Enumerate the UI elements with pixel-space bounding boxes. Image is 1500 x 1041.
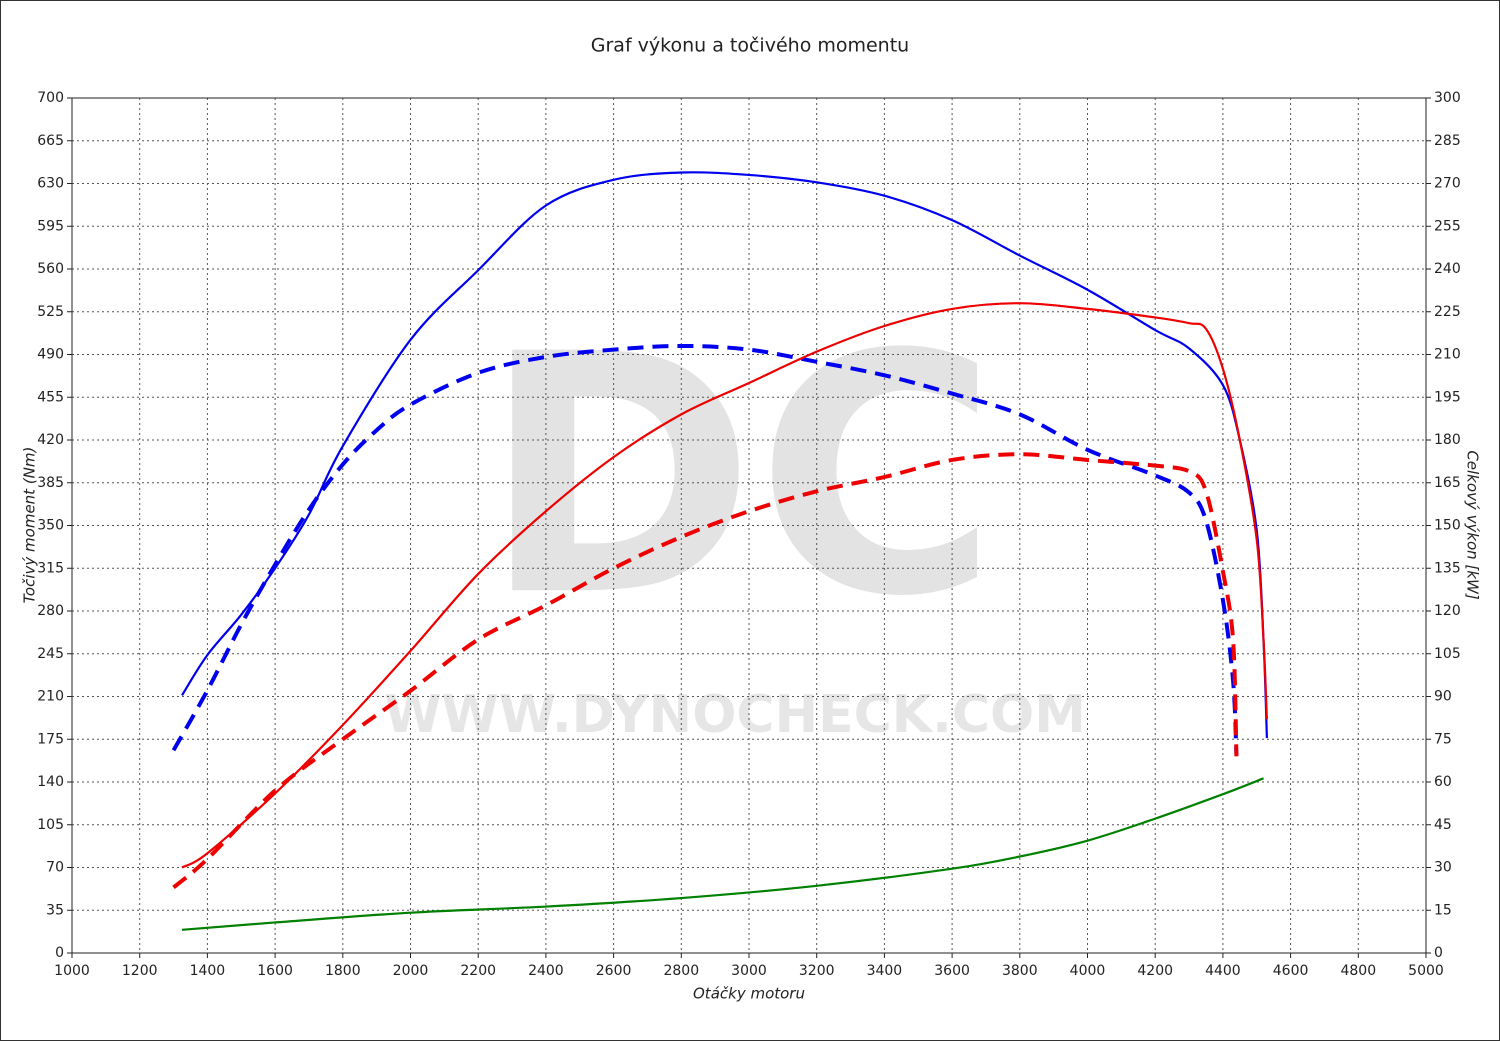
y-tick-label: 175 [37,731,64,747]
x-axis-label: Otáčky motoru [693,985,805,1003]
y2-tick-label: 15 [1434,902,1452,918]
y-tick-label: 350 [37,518,64,534]
x-tick-label: 4400 [1205,963,1241,979]
y2-tick-label: 180 [1434,432,1461,448]
x-tick-label: 1800 [325,963,361,979]
y-tick-label: 700 [37,90,64,106]
y-tick-label: 420 [37,432,64,448]
y-tick-label: 665 [37,133,64,149]
series-line [181,302,1269,869]
watermark-logo: DC [482,284,998,668]
y2-tick-label: 165 [1434,475,1461,491]
series-line [181,777,1264,931]
y-tick-label: 140 [37,774,64,790]
x-tick-label: 3800 [1002,963,1038,979]
y-tick-label: 560 [37,261,64,277]
y-tick-label: 105 [37,817,64,833]
x-tick-label: 2400 [528,963,564,979]
y-tick-label: 455 [37,389,64,405]
series-line [172,452,1239,889]
watermark-url: WWW.DYNOCHECK.COM [384,685,1086,745]
x-tick-label: 1000 [54,963,90,979]
y2-tick-label: 45 [1434,817,1452,833]
x-tick-label: 1200 [122,963,158,979]
x-tick-label: 4600 [1273,963,1309,979]
y2-tick-label: 0 [1434,945,1443,961]
y2-tick-label: 30 [1434,860,1452,876]
y2-tick-label: 240 [1434,261,1461,277]
plot-border [71,97,1427,954]
x-tick-label: 2200 [460,963,496,979]
y-tick-label: 630 [37,176,64,192]
x-tick-label: 1600 [257,963,293,979]
y2-tick-label: 150 [1434,518,1461,534]
x-tick-label: 1400 [190,963,226,979]
y-tick-label: 315 [37,560,64,576]
x-tick-label: 3600 [934,963,970,979]
y-tick-label: 0 [55,945,64,961]
y2-tick-label: 225 [1434,304,1461,320]
y2-tick-label: 210 [1434,347,1461,363]
x-tick-label: 4800 [1340,963,1376,979]
y2-axis-label: Celkový výkon [kW] [1464,450,1482,600]
y2-tick-label: 195 [1434,389,1461,405]
x-tick-label: 2800 [663,963,699,979]
x-tick-label: 3000 [731,963,767,979]
y-tick-label: 280 [37,603,64,619]
y-tick-label: 70 [46,860,64,876]
y2-tick-label: 75 [1434,731,1452,747]
x-tick-label: 3400 [867,963,903,979]
y-tick-label: 210 [37,689,64,705]
y-tick-label: 385 [37,475,64,491]
y2-tick-label: 270 [1434,176,1461,192]
y2-tick-label: 60 [1434,774,1452,790]
y-axis-label: Točivý moment (Nm) [21,447,39,604]
x-tick-label: 3200 [799,963,835,979]
x-tick-label: 2000 [393,963,429,979]
y2-tick-label: 90 [1434,689,1452,705]
y-tick-label: 35 [46,902,64,918]
x-tick-label: 4200 [1137,963,1173,979]
y2-tick-label: 285 [1434,133,1461,149]
y-tick-label: 595 [37,218,64,234]
y2-tick-label: 105 [1434,646,1461,662]
y2-tick-label: 300 [1434,90,1461,106]
y2-tick-label: 135 [1434,560,1461,576]
chart-title: Graf výkonu a točivého momentu [591,35,909,57]
y-tick-label: 525 [37,304,64,320]
y2-tick-label: 120 [1434,603,1461,619]
x-tick-label: 4000 [1070,963,1106,979]
x-tick-label: 2600 [596,963,632,979]
y-tick-label: 490 [37,347,64,363]
x-tick-label: 5000 [1408,963,1444,979]
y-tick-label: 245 [37,646,64,662]
y2-tick-label: 255 [1434,218,1461,234]
